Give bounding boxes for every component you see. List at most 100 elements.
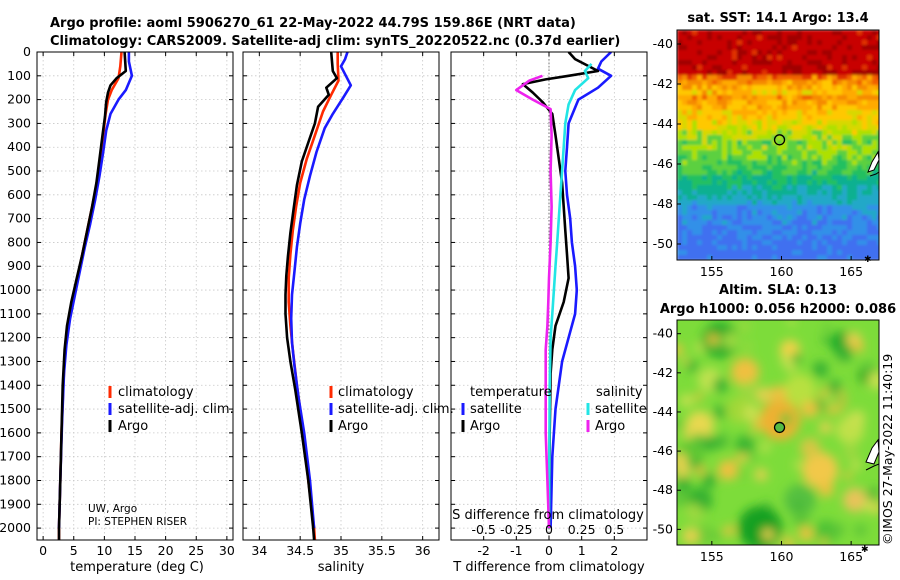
sst-cell <box>807 230 813 236</box>
sst-cell <box>762 30 768 36</box>
sst-cell <box>867 190 873 196</box>
sst-cell <box>847 55 853 61</box>
sst-cell <box>852 235 858 241</box>
sst-cell <box>717 140 723 146</box>
sst-cell <box>827 115 833 121</box>
sst-cell <box>787 155 793 161</box>
sst-cell <box>832 55 838 61</box>
sst-cell <box>782 160 788 166</box>
x-tick-label: 30 <box>219 543 235 558</box>
sst-cell <box>807 135 813 141</box>
sst-cell <box>752 240 758 246</box>
sst-cell <box>727 35 733 41</box>
y-tick-label: 0 <box>23 44 31 59</box>
sst-cell <box>802 55 808 61</box>
sst-cell <box>782 85 788 91</box>
sst-cell <box>857 125 863 131</box>
lon-tick-label: 160 <box>770 549 794 564</box>
sst-cell <box>697 230 703 236</box>
sst-cell <box>677 80 683 86</box>
sst-cell <box>747 100 753 106</box>
sst-cell <box>712 170 718 176</box>
sst-cell <box>777 245 783 251</box>
sst-cell <box>712 95 718 101</box>
sst-cell <box>707 35 713 41</box>
sst-cell <box>822 180 828 186</box>
sst-cell <box>772 235 778 241</box>
sst-cell <box>717 45 723 51</box>
sst-cell <box>832 250 838 256</box>
y-tick-label: 1400 <box>0 377 31 392</box>
sst-cell <box>832 75 838 81</box>
lon-tick-label: 165 <box>839 264 863 279</box>
sla-anomaly-cell <box>718 460 738 480</box>
sst-cell <box>697 240 703 246</box>
sst-cell <box>767 190 773 196</box>
sst-cell <box>687 105 693 111</box>
sst-cell <box>827 90 833 96</box>
sst-cell <box>737 155 743 161</box>
sst-cell <box>757 210 763 216</box>
sst-cell <box>772 105 778 111</box>
sst-cell <box>827 70 833 76</box>
sst-cell <box>732 245 738 251</box>
sst-cell <box>867 195 873 201</box>
sst-cell <box>732 120 738 126</box>
sst-cell <box>727 150 733 156</box>
sst-cell <box>842 255 848 260</box>
sst-cell <box>707 250 713 256</box>
sst-cell <box>677 125 683 131</box>
sst-cell <box>682 80 688 86</box>
sst-cell <box>682 70 688 76</box>
x-tick-label: 20 <box>158 543 174 558</box>
sst-cell <box>857 110 863 116</box>
sst-cell <box>842 215 848 221</box>
sst-cell <box>692 205 698 211</box>
sst-cell <box>792 235 798 241</box>
sst-cell <box>732 55 738 61</box>
sst-cell <box>867 70 873 76</box>
sst-cell <box>677 200 683 206</box>
sst-cell <box>742 250 748 256</box>
sst-cell <box>717 215 723 221</box>
sst-cell <box>767 135 773 141</box>
lat-tick-label: -48 <box>653 196 673 211</box>
sst-cell <box>757 100 763 106</box>
sst-cell <box>687 160 693 166</box>
sst-cell <box>767 75 773 81</box>
sst-cell <box>837 135 843 141</box>
y-tick-label: 1600 <box>0 425 31 440</box>
sla-anomaly-cell <box>677 453 688 469</box>
sst-cell <box>827 230 833 236</box>
sst-cell <box>822 110 828 116</box>
sst-cell <box>857 215 863 221</box>
sst-cell <box>822 85 828 91</box>
sst-cell <box>772 95 778 101</box>
sst-cell <box>737 50 743 56</box>
sst-cell <box>822 165 828 171</box>
sst-cell <box>782 30 788 36</box>
sst-cell <box>692 70 698 76</box>
sla-anomaly-cell <box>784 374 816 406</box>
sst-cell <box>852 60 858 66</box>
sst-cell <box>682 180 688 186</box>
sst-cell <box>782 185 788 191</box>
sst-cell <box>697 120 703 126</box>
y-tick-label: 1500 <box>0 401 31 416</box>
sla-anomaly-cell <box>854 524 867 537</box>
sst-cell <box>817 75 823 81</box>
series-s-argo <box>514 74 553 529</box>
sst-cell <box>812 150 818 156</box>
sst-cell <box>777 160 783 166</box>
sst-cell <box>807 155 813 161</box>
sst-cell <box>877 55 879 61</box>
sst-cell <box>732 70 738 76</box>
sst-cell <box>722 130 728 136</box>
sst-cell <box>687 175 693 181</box>
sst-cell <box>742 215 748 221</box>
sst-cell <box>732 230 738 236</box>
sst-cell <box>792 90 798 96</box>
coastline-marker: ✱ <box>861 545 869 555</box>
sst-cell <box>717 70 723 76</box>
sst-cell <box>757 45 763 51</box>
